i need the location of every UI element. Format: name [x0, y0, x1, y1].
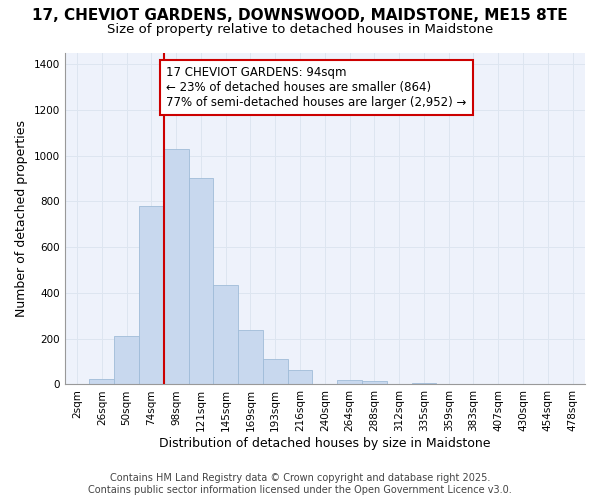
- Bar: [164, 148, 188, 384]
- Text: Size of property relative to detached houses in Maidstone: Size of property relative to detached ho…: [107, 22, 493, 36]
- Bar: [263, 360, 287, 384]
- Bar: [337, 380, 362, 384]
- Text: Contains HM Land Registry data © Crown copyright and database right 2025.
Contai: Contains HM Land Registry data © Crown c…: [88, 474, 512, 495]
- Text: 17, CHEVIOT GARDENS, DOWNSWOOD, MAIDSTONE, ME15 8TE: 17, CHEVIOT GARDENS, DOWNSWOOD, MAIDSTON…: [32, 8, 568, 22]
- Bar: [188, 178, 214, 384]
- Bar: [89, 378, 114, 384]
- Bar: [287, 370, 313, 384]
- Y-axis label: Number of detached properties: Number of detached properties: [15, 120, 28, 317]
- Bar: [362, 381, 387, 384]
- Bar: [139, 206, 164, 384]
- Bar: [214, 285, 238, 384]
- Bar: [114, 336, 139, 384]
- Bar: [238, 330, 263, 384]
- X-axis label: Distribution of detached houses by size in Maidstone: Distribution of detached houses by size …: [159, 437, 491, 450]
- Text: 17 CHEVIOT GARDENS: 94sqm
← 23% of detached houses are smaller (864)
77% of semi: 17 CHEVIOT GARDENS: 94sqm ← 23% of detac…: [166, 66, 467, 109]
